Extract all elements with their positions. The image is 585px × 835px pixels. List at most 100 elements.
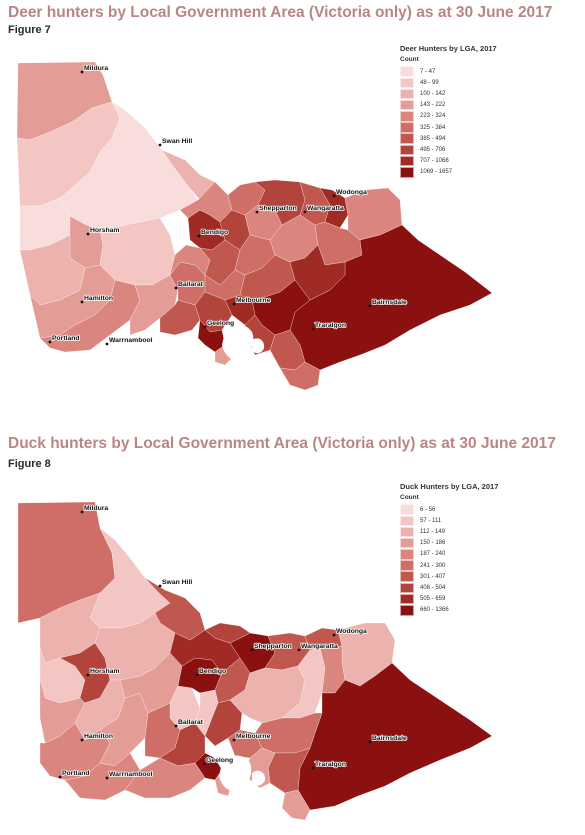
city-label: Hamilton <box>84 733 113 740</box>
legend-subtitle: Count <box>400 494 419 501</box>
lga-regions <box>17 501 493 821</box>
legend-item: 660 - 1366 <box>400 605 498 616</box>
city-marker <box>58 775 62 779</box>
city-marker <box>311 327 315 331</box>
lga-region <box>254 712 323 754</box>
legend-range-label: 112 - 149 <box>420 528 445 535</box>
western-port <box>252 770 266 786</box>
city-label: Melbourne <box>236 297 271 304</box>
legend-range-label: 707 - 1068 <box>420 158 449 165</box>
legend-swatch <box>400 605 414 616</box>
legend-title: Duck Hunters by LGA, 2017 <box>400 482 499 491</box>
legend-range-label: 385 - 494 <box>420 135 446 142</box>
legend-item: 6 - 56 <box>400 504 498 515</box>
lga-region <box>319 187 349 229</box>
legend-item: 495 - 706 <box>400 144 497 156</box>
legend-range-label: 57 - 111 <box>420 517 442 524</box>
legend-item: 150 - 186 <box>400 537 498 549</box>
legend-swatch <box>400 111 414 122</box>
city-label: Traralgon <box>315 761 346 768</box>
legend-swatch <box>400 155 414 167</box>
legend-swatch <box>400 504 414 515</box>
city-label: Melbourne <box>236 733 271 740</box>
city-marker <box>311 766 315 770</box>
city-marker <box>80 738 84 742</box>
port-phillip-bay <box>222 324 254 361</box>
legend-range-label: 150 - 186 <box>420 540 446 547</box>
legend-swatch <box>400 167 414 178</box>
city-label: Swan Hill <box>162 138 192 145</box>
legend-swatch <box>400 66 414 77</box>
city-label: Warrnambool <box>109 337 153 344</box>
city-marker <box>197 234 201 238</box>
legend-range-label: 48 - 99 <box>420 79 439 86</box>
city-label: Ballarat <box>178 719 204 726</box>
legend-item: 408 - 504 <box>400 582 498 594</box>
city-label: Portland <box>52 335 80 342</box>
legend-item: 707 - 1068 <box>400 155 497 167</box>
city-marker <box>80 300 84 304</box>
city-label: Bairnsdale <box>372 735 407 742</box>
city-label: Horsham <box>90 227 119 234</box>
city-marker <box>105 776 109 780</box>
figure-title: Duck hunters by Local Government Area (V… <box>8 435 556 452</box>
lga-region <box>64 752 141 801</box>
choropleth-map: Mildura Swan Hill Shepparton Wodonga Wangara… <box>17 501 493 821</box>
city-marker <box>158 584 162 588</box>
city-marker <box>203 325 207 329</box>
legend-classes: 6 - 56 57 - 111 112 - 149 150 - 186 187 - 24… <box>400 504 498 616</box>
city-markers: Mildura Swan Hill Shepparton Wodonga Wangara… <box>48 64 408 346</box>
lga-region <box>281 789 311 821</box>
city-label: Geelong <box>206 757 233 764</box>
legend-item: 7 - 47 <box>400 66 497 77</box>
city-label: Shepparton <box>259 205 297 212</box>
city-marker <box>80 510 84 514</box>
figure-label: Figure 8 <box>8 458 51 470</box>
city-marker <box>303 210 307 214</box>
city-marker <box>250 648 254 652</box>
legend-range-label: 143 - 222 <box>420 102 446 109</box>
map-legend: Deer Hunters by LGA, 2017 Count 7 - 47 48… <box>400 44 497 178</box>
legend-range-label: 223 - 324 <box>420 113 446 120</box>
city-marker <box>158 143 162 147</box>
legend-item: 100 - 142 <box>400 88 497 100</box>
legend-item: 223 - 324 <box>400 111 497 122</box>
legend-range-label: 7 - 47 <box>420 68 436 75</box>
legend-classes: 7 - 47 48 - 99 100 - 142 143 - 222 223 - 324… <box>400 66 497 178</box>
legend-range-label: 495 - 706 <box>420 146 446 153</box>
city-marker <box>232 302 236 306</box>
city-marker <box>174 724 178 728</box>
city-label: Traralgon <box>315 322 346 329</box>
lga-regions <box>16 61 493 391</box>
legend-swatch <box>400 537 414 549</box>
legend-range-label: 505 - 659 <box>420 596 446 603</box>
legend-item: 385 - 494 <box>400 133 497 144</box>
city-label: Warrnambool <box>109 771 153 778</box>
city-marker <box>368 304 372 308</box>
legend-item: 187 - 240 <box>400 549 498 560</box>
city-marker <box>86 232 90 236</box>
city-marker <box>80 70 84 74</box>
legend-swatch <box>400 571 414 582</box>
city-label: Bairnsdale <box>372 299 407 306</box>
city-marker <box>174 286 178 290</box>
city-label: Wangaratta <box>307 205 344 212</box>
figure-label: Figure 7 <box>8 24 51 36</box>
city-label: Wangaratta <box>301 643 338 650</box>
legend-swatch <box>400 549 414 560</box>
legend-range-label: 660 - 1366 <box>420 607 449 614</box>
legend-item: 241 - 300 <box>400 560 498 571</box>
legend-swatch <box>400 593 414 605</box>
city-marker <box>232 738 236 742</box>
legend-subtitle: Count <box>400 56 419 63</box>
city-label: Ballarat <box>178 281 204 288</box>
city-marker <box>332 633 336 637</box>
lga-region <box>204 622 251 644</box>
map-legend: Duck Hunters by LGA, 2017 Count 6 - 56 57… <box>400 482 498 616</box>
legend-item: 325 - 384 <box>400 122 497 133</box>
legend-item: 143 - 222 <box>400 99 497 111</box>
legend-swatch <box>400 582 414 594</box>
city-marker <box>105 342 109 346</box>
city-marker <box>332 194 336 198</box>
legend-range-label: 6 - 56 <box>420 506 436 513</box>
